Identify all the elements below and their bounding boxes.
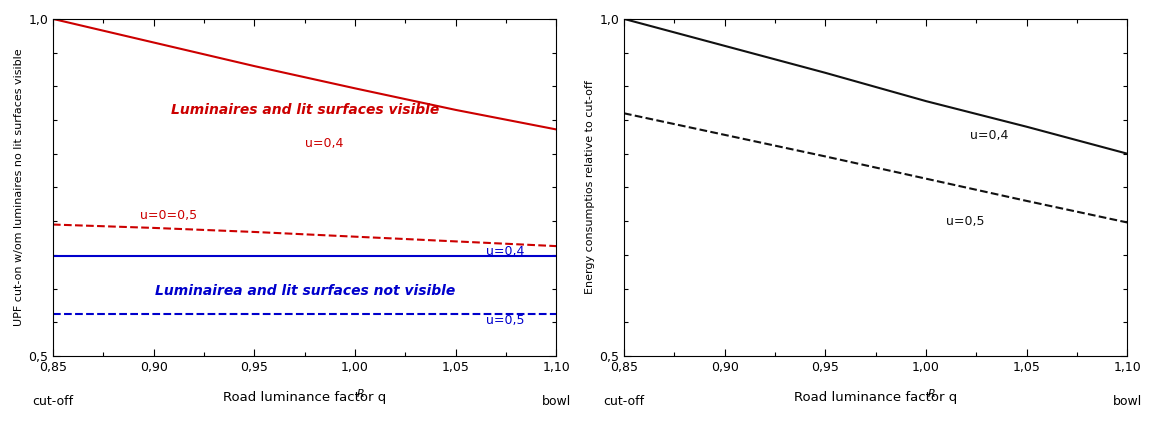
Text: R: R	[356, 389, 364, 399]
Text: u=0=0,5: u=0=0,5	[140, 209, 197, 222]
Text: u=0,4: u=0,4	[305, 137, 343, 150]
Text: R: R	[927, 389, 935, 399]
Text: u=0,4: u=0,4	[970, 129, 1009, 142]
Text: u=0,5: u=0,5	[486, 314, 525, 327]
Text: Road luminance factor q: Road luminance factor q	[223, 392, 386, 404]
Text: Road luminance factor q: Road luminance factor q	[794, 392, 957, 404]
Text: u=0,4: u=0,4	[486, 245, 525, 258]
Text: cut-off: cut-off	[603, 395, 645, 408]
Text: u=0,5: u=0,5	[947, 214, 985, 228]
Y-axis label: UPF cut-on w/om luminaires no lit surfaces visible: UPF cut-on w/om luminaires no lit surfac…	[14, 49, 24, 326]
Text: Luminaires and lit surfaces visible: Luminaires and lit surfaces visible	[171, 103, 439, 117]
Text: Luminairea and lit surfaces not visible: Luminairea and lit surfaces not visible	[155, 284, 454, 298]
Text: bowl: bowl	[542, 395, 571, 408]
Y-axis label: Energy consumptios relative to cut-off: Energy consumptios relative to cut-off	[585, 80, 595, 294]
Text: bowl: bowl	[1113, 395, 1142, 408]
Text: cut-off: cut-off	[32, 395, 74, 408]
